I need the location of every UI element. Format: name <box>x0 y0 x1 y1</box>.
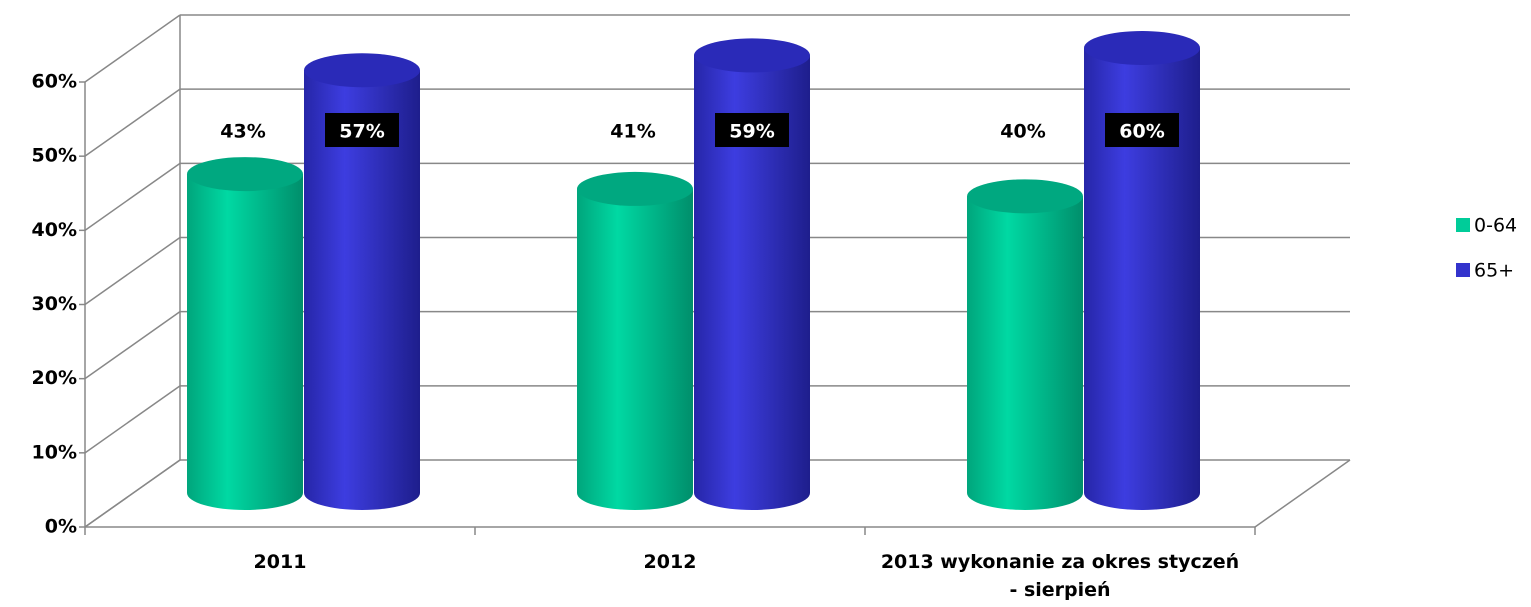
bar <box>967 196 1083 511</box>
y-tick-label: 20% <box>32 367 77 389</box>
bar-top <box>304 53 420 88</box>
value-label-box <box>715 113 789 147</box>
value-label: 59% <box>729 121 774 143</box>
bar-top <box>187 157 303 192</box>
grid-line <box>84 236 181 306</box>
value-label: 40% <box>1000 121 1045 143</box>
y-tick-label: 60% <box>32 71 77 93</box>
bar <box>1084 48 1200 510</box>
x-tick-label: 2013 wykonanie za okres styczeń - sierpi… <box>880 551 1240 601</box>
y-tick-label: 30% <box>32 293 77 315</box>
bar <box>694 55 810 511</box>
grid-line <box>84 385 181 454</box>
floor-right-edge <box>1254 459 1351 528</box>
bar <box>187 174 303 510</box>
legend-label: 0-64 <box>1474 215 1517 237</box>
bar <box>304 70 420 510</box>
value-label: 41% <box>610 121 655 143</box>
y-tick-label: 50% <box>32 145 77 167</box>
legend-swatch <box>1456 218 1470 232</box>
y-tick-label: 0% <box>45 516 77 538</box>
bar-top <box>694 38 810 73</box>
x-tick-label: 2011 <box>253 551 307 573</box>
grid-line <box>84 162 181 231</box>
value-label-box <box>1105 113 1179 147</box>
legend-swatch <box>1456 263 1470 277</box>
bar-top <box>1084 31 1200 65</box>
y-tick-label: 40% <box>32 219 77 241</box>
value-label: 43% <box>220 121 265 143</box>
bar-top <box>967 179 1083 214</box>
grid-line <box>84 88 181 157</box>
grid-line <box>84 14 181 83</box>
y-tick-label: 10% <box>32 441 77 463</box>
legend-label: 65+ <box>1474 260 1514 282</box>
grid-line <box>84 311 181 380</box>
bar-top <box>577 171 693 206</box>
x-tick-label: 2012 <box>643 551 697 573</box>
value-label-box <box>325 113 399 147</box>
value-label: 57% <box>339 121 384 143</box>
bar <box>577 188 693 510</box>
grid-line <box>84 459 181 528</box>
value-label: 60% <box>1119 121 1164 143</box>
